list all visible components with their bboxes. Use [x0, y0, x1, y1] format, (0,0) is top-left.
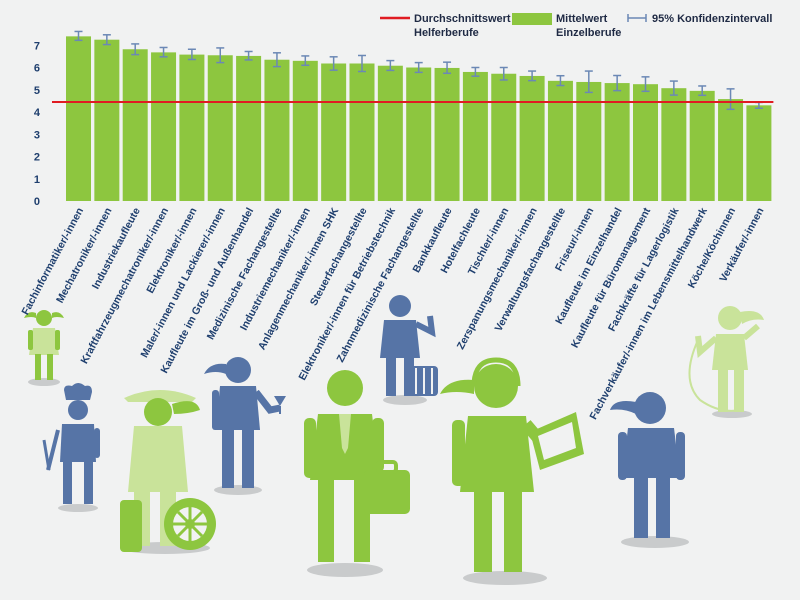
error-bar: [471, 66, 480, 77]
bar: [406, 67, 432, 201]
tire-mechanic-figure: [120, 390, 216, 554]
bar: [236, 55, 262, 202]
error-bar: [641, 76, 650, 93]
call-center-figure: [440, 357, 584, 585]
hairdresser-figure: [688, 306, 764, 418]
error-bar: [584, 70, 593, 94]
legend-errorbar-swatch: [627, 14, 647, 22]
error-bar: [358, 54, 366, 73]
bar: [718, 99, 744, 201]
error-bar: [301, 55, 310, 67]
plumber-figure: [380, 295, 438, 405]
error-bar: [698, 85, 707, 97]
y-tick-label: 5: [34, 85, 40, 97]
y-tick-label: 6: [34, 63, 40, 75]
error-bar: [414, 61, 423, 74]
legend-item-1-line1: Durchschnittswert: [414, 13, 511, 25]
bar: [661, 88, 687, 201]
error-bar: [528, 70, 537, 82]
bar: [122, 49, 148, 201]
bar: [151, 52, 177, 202]
legend-item-2-line2: Einzelberufe: [556, 27, 621, 39]
legend-item-3-line1: 95% Konfidenzintervall: [652, 13, 772, 25]
businessman-figure: [304, 370, 410, 577]
bar: [179, 54, 205, 201]
bar: [519, 75, 545, 201]
y-tick-label: 3: [34, 129, 40, 141]
occupations-illustration: [24, 295, 764, 585]
error-bars: [74, 30, 763, 111]
y-tick-label: 0: [34, 196, 40, 208]
bar: [66, 36, 91, 201]
bar: [264, 59, 290, 202]
error-bar: [272, 52, 281, 68]
error-bar: [613, 74, 622, 92]
bar: [434, 67, 460, 201]
error-bar: [244, 50, 253, 61]
bar: [207, 55, 233, 202]
bar: [604, 83, 630, 201]
legend-item-1-line2: Helferberufe: [414, 27, 479, 39]
bar: [321, 63, 347, 202]
error-bar: [499, 66, 508, 81]
y-tick-label: 4: [34, 107, 41, 119]
chef-figure: [42, 383, 100, 512]
y-tick-label: 2: [34, 152, 40, 164]
bar: [547, 80, 573, 201]
bar: [377, 65, 403, 201]
legend: Durchschnittswert Helferberufe Mittelwer…: [380, 13, 772, 39]
bar: [689, 90, 715, 201]
error-bar: [556, 74, 565, 87]
bar: [349, 63, 375, 202]
hotel-waiter-figure: [204, 357, 286, 495]
bar: [462, 71, 488, 201]
bar: [292, 60, 318, 202]
y-tick-label: 1: [34, 174, 40, 186]
error-bar: [102, 34, 111, 46]
error-bar: [131, 43, 140, 56]
error-bar: [159, 46, 168, 58]
legend-bar-swatch: [512, 13, 552, 25]
error-bar: [187, 48, 196, 61]
legend-item-2-line1: Mittelwert: [556, 13, 608, 25]
bar: [746, 105, 772, 201]
bar: [94, 39, 120, 201]
error-bar: [74, 30, 83, 42]
error-bar: [329, 56, 338, 71]
error-bar: [443, 61, 452, 75]
error-bar: [726, 88, 735, 111]
error-bar: [386, 59, 395, 72]
waitress-figure: [24, 310, 64, 386]
y-axis: 0 1 2 3 4 5 6 7: [34, 40, 41, 208]
bar: [633, 84, 658, 201]
error-bar: [669, 80, 678, 96]
error-bar: [216, 47, 225, 64]
bar: [576, 81, 602, 201]
bars: [66, 36, 772, 202]
y-tick-label: 7: [34, 40, 40, 52]
bar: [491, 73, 517, 201]
nurse-figure: [610, 392, 689, 548]
